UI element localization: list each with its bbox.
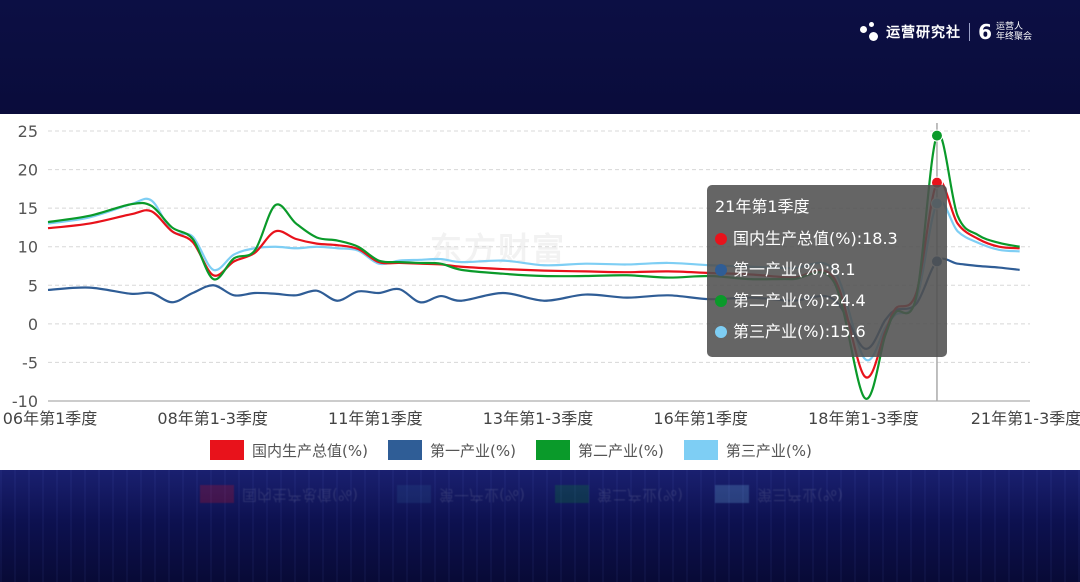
- tooltip-row-secondary: 第二产业(%):24.4: [715, 285, 939, 316]
- hover-point-2: [930, 129, 943, 142]
- legend-swatch-secondary: [535, 440, 570, 460]
- y-tick-label: 15: [18, 199, 38, 218]
- legend-reflection: 国内生产总值(%) 第一产业(%) 第二产业(%) 第三产业(%): [200, 476, 880, 506]
- legend-item-secondary[interactable]: 第二产业(%): [535, 440, 664, 461]
- brand-six: 6: [978, 20, 992, 44]
- legend-label-secondary: 第二产业(%): [577, 441, 664, 460]
- legend-item-tertiary[interactable]: 第三产业(%): [683, 440, 812, 461]
- brand-subtitle: 运营人 年终聚会: [995, 22, 1032, 42]
- x-tick-label: 06年第1季度: [3, 409, 98, 428]
- brand-mark-icon: [860, 22, 880, 42]
- brand-logo: 运营研究社 6 运营人 年终聚会: [860, 20, 1032, 44]
- y-tick-label: -10: [12, 392, 38, 411]
- legend-swatch-tertiary: [683, 440, 718, 460]
- y-tick-label: 20: [18, 161, 38, 180]
- y-tick-label: 10: [18, 238, 38, 257]
- y-tick-label: 25: [18, 122, 38, 141]
- tooltip-dot-tertiary: [715, 325, 727, 338]
- x-tick-label: 18年第1-3季度: [808, 409, 919, 428]
- tooltip-row-gdp: 国内生产总值(%):18.3: [715, 223, 939, 254]
- brand-divider: [969, 23, 971, 41]
- legend-swatch-primary: [387, 440, 422, 460]
- tooltip-dot-secondary: [715, 294, 727, 307]
- tooltip-title: 21年第1季度: [715, 197, 810, 216]
- legend-label-gdp: 国内生产总值(%): [252, 441, 368, 460]
- chart-legend: 国内生产总值(%) 第一产业(%) 第二产业(%) 第三产业(%): [210, 438, 832, 462]
- x-tick-label: 11年第1季度: [328, 409, 423, 428]
- legend-label-tertiary: 第三产业(%): [725, 441, 812, 460]
- chart-tooltip: 21年第1季度 国内生产总值(%):18.3 第一产业(%):8.1 第二产业(…: [707, 185, 947, 357]
- tooltip-row-tertiary: 第三产业(%):15.6: [715, 316, 939, 347]
- legend-label-primary: 第一产业(%): [429, 441, 516, 460]
- brand-name: 运营研究社: [886, 25, 962, 41]
- y-tick-label: -5: [22, 353, 38, 372]
- y-tick-label: 5: [28, 276, 38, 295]
- tooltip-row-primary: 第一产业(%):8.1: [715, 254, 939, 285]
- legend-item-gdp[interactable]: 国内生产总值(%): [210, 440, 368, 461]
- chart-panel: 东方财富 -10 -5 0 5 10 15 20 25 06年第1季度 08年第1-3季度 11年第…: [0, 114, 1080, 470]
- tooltip-dot-gdp: [715, 232, 727, 245]
- tooltip-dot-primary: [715, 263, 727, 276]
- x-tick-label: 13年第1-3季度: [483, 409, 594, 428]
- legend-item-primary[interactable]: 第一产业(%): [387, 440, 516, 461]
- footer-band: [0, 470, 1080, 582]
- y-tick-label: 0: [28, 315, 38, 334]
- x-tick-label: 08年第1-3季度: [157, 409, 268, 428]
- header-band: [0, 0, 1080, 114]
- gdp-line-chart: -10 -5 0 5 10 15 20 25 06年第1季度 08年第1-3季度 11年第1季度 13…: [3, 122, 1080, 428]
- legend-swatch-gdp: [210, 440, 244, 460]
- x-tick-label: 16年第1季度: [653, 409, 748, 428]
- x-tick-label: 21年第1-3季度: [971, 409, 1080, 428]
